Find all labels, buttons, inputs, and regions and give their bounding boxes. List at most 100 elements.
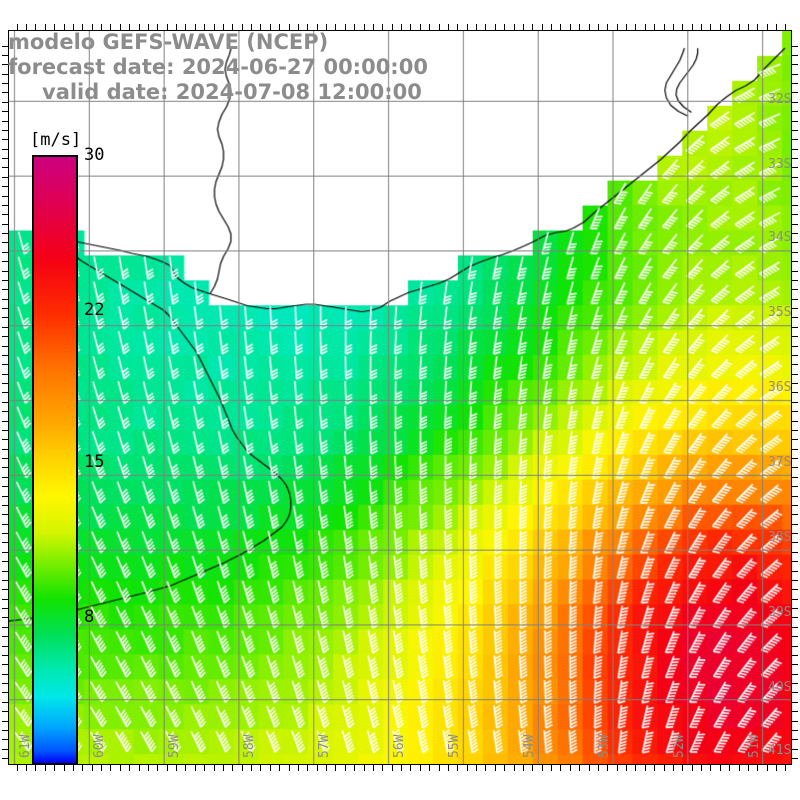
tick-right bbox=[792, 242, 798, 243]
tick-top bbox=[664, 24, 665, 30]
tick-right bbox=[792, 261, 798, 262]
tick-bottom bbox=[645, 765, 646, 771]
tick-left bbox=[2, 561, 8, 562]
tick-top bbox=[17, 24, 18, 30]
tick-left bbox=[2, 196, 8, 197]
tick-top bbox=[551, 24, 552, 30]
tick-top bbox=[110, 24, 111, 30]
tick-left bbox=[2, 721, 8, 722]
tick-right bbox=[792, 533, 798, 534]
tick-top bbox=[626, 24, 627, 30]
tick-top bbox=[176, 24, 177, 30]
tick-top bbox=[289, 24, 290, 30]
tick-left bbox=[2, 467, 8, 468]
tick-left bbox=[2, 392, 8, 393]
tick-right bbox=[792, 92, 798, 93]
tick-left bbox=[2, 599, 8, 600]
tick-bottom bbox=[701, 765, 702, 771]
tick-top bbox=[757, 24, 758, 30]
tick-bottom bbox=[457, 765, 458, 771]
tick-top bbox=[260, 24, 261, 30]
tick-bottom bbox=[139, 765, 140, 771]
tick-top bbox=[635, 24, 636, 30]
tick-right bbox=[792, 617, 798, 618]
tick-bottom bbox=[354, 765, 355, 771]
tick-top bbox=[335, 24, 336, 30]
tick-bottom bbox=[176, 765, 177, 771]
tick-right bbox=[792, 346, 798, 347]
tick-bottom bbox=[270, 765, 271, 771]
tick-top bbox=[54, 24, 55, 30]
tick-bottom bbox=[54, 765, 55, 771]
tick-top bbox=[560, 24, 561, 30]
tick-right bbox=[792, 730, 798, 731]
tick-left bbox=[2, 552, 8, 553]
tick-right bbox=[792, 721, 798, 722]
tick-top bbox=[598, 24, 599, 30]
lon-label-55W: 55W bbox=[447, 734, 462, 758]
tick-left bbox=[2, 571, 8, 572]
tick-top bbox=[242, 24, 243, 30]
tick-right bbox=[792, 683, 798, 684]
tick-left bbox=[2, 149, 8, 150]
tick-left bbox=[2, 496, 8, 497]
tick-top bbox=[673, 24, 674, 30]
colorbar-tick-8: 8 bbox=[84, 607, 95, 627]
colorbar bbox=[32, 155, 78, 765]
tick-top bbox=[485, 24, 486, 30]
tick-right bbox=[792, 280, 798, 281]
tick-left bbox=[2, 364, 8, 365]
tick-left bbox=[2, 167, 8, 168]
tick-top bbox=[64, 24, 65, 30]
tick-left bbox=[2, 139, 8, 140]
tick-left bbox=[2, 608, 8, 609]
tick-left bbox=[2, 674, 8, 675]
tick-bottom bbox=[439, 765, 440, 771]
colorbar-tick-22: 22 bbox=[84, 300, 105, 320]
tick-left bbox=[2, 664, 8, 665]
tick-top bbox=[692, 24, 693, 30]
tick-left bbox=[2, 186, 8, 187]
tick-right bbox=[792, 449, 798, 450]
tick-bottom bbox=[317, 765, 318, 771]
tick-top bbox=[448, 24, 449, 30]
tick-bottom bbox=[607, 765, 608, 771]
tick-top bbox=[167, 24, 168, 30]
tick-left bbox=[2, 130, 8, 131]
tick-bottom bbox=[298, 765, 299, 771]
tick-bottom bbox=[232, 765, 233, 771]
tick-left bbox=[2, 224, 8, 225]
tick-top bbox=[139, 24, 140, 30]
tick-bottom bbox=[757, 765, 758, 771]
tick-left bbox=[2, 421, 8, 422]
tick-top bbox=[701, 24, 702, 30]
tick-bottom bbox=[35, 765, 36, 771]
tick-right bbox=[792, 177, 798, 178]
tick-bottom bbox=[364, 765, 365, 771]
lon-label-54W: 54W bbox=[522, 734, 537, 758]
lon-label-59W: 59W bbox=[167, 734, 182, 758]
tick-right bbox=[792, 421, 798, 422]
tick-left bbox=[2, 374, 8, 375]
tick-bottom bbox=[335, 765, 336, 771]
tick-bottom bbox=[748, 765, 749, 771]
tick-top bbox=[373, 24, 374, 30]
tick-left bbox=[2, 46, 8, 47]
tick-right bbox=[792, 505, 798, 506]
tick-right bbox=[792, 196, 798, 197]
tick-right bbox=[792, 139, 798, 140]
tick-bottom bbox=[223, 765, 224, 771]
tick-top bbox=[101, 24, 102, 30]
tick-right bbox=[792, 477, 798, 478]
lon-label-53W: 53W bbox=[597, 734, 612, 758]
tick-top bbox=[654, 24, 655, 30]
tick-bottom bbox=[485, 765, 486, 771]
tick-left bbox=[2, 646, 8, 647]
tick-left bbox=[2, 83, 8, 84]
tick-bottom bbox=[635, 765, 636, 771]
tick-left bbox=[2, 439, 8, 440]
tick-bottom bbox=[767, 765, 768, 771]
tick-bottom bbox=[148, 765, 149, 771]
tick-right bbox=[792, 486, 798, 487]
tick-bottom bbox=[729, 765, 730, 771]
